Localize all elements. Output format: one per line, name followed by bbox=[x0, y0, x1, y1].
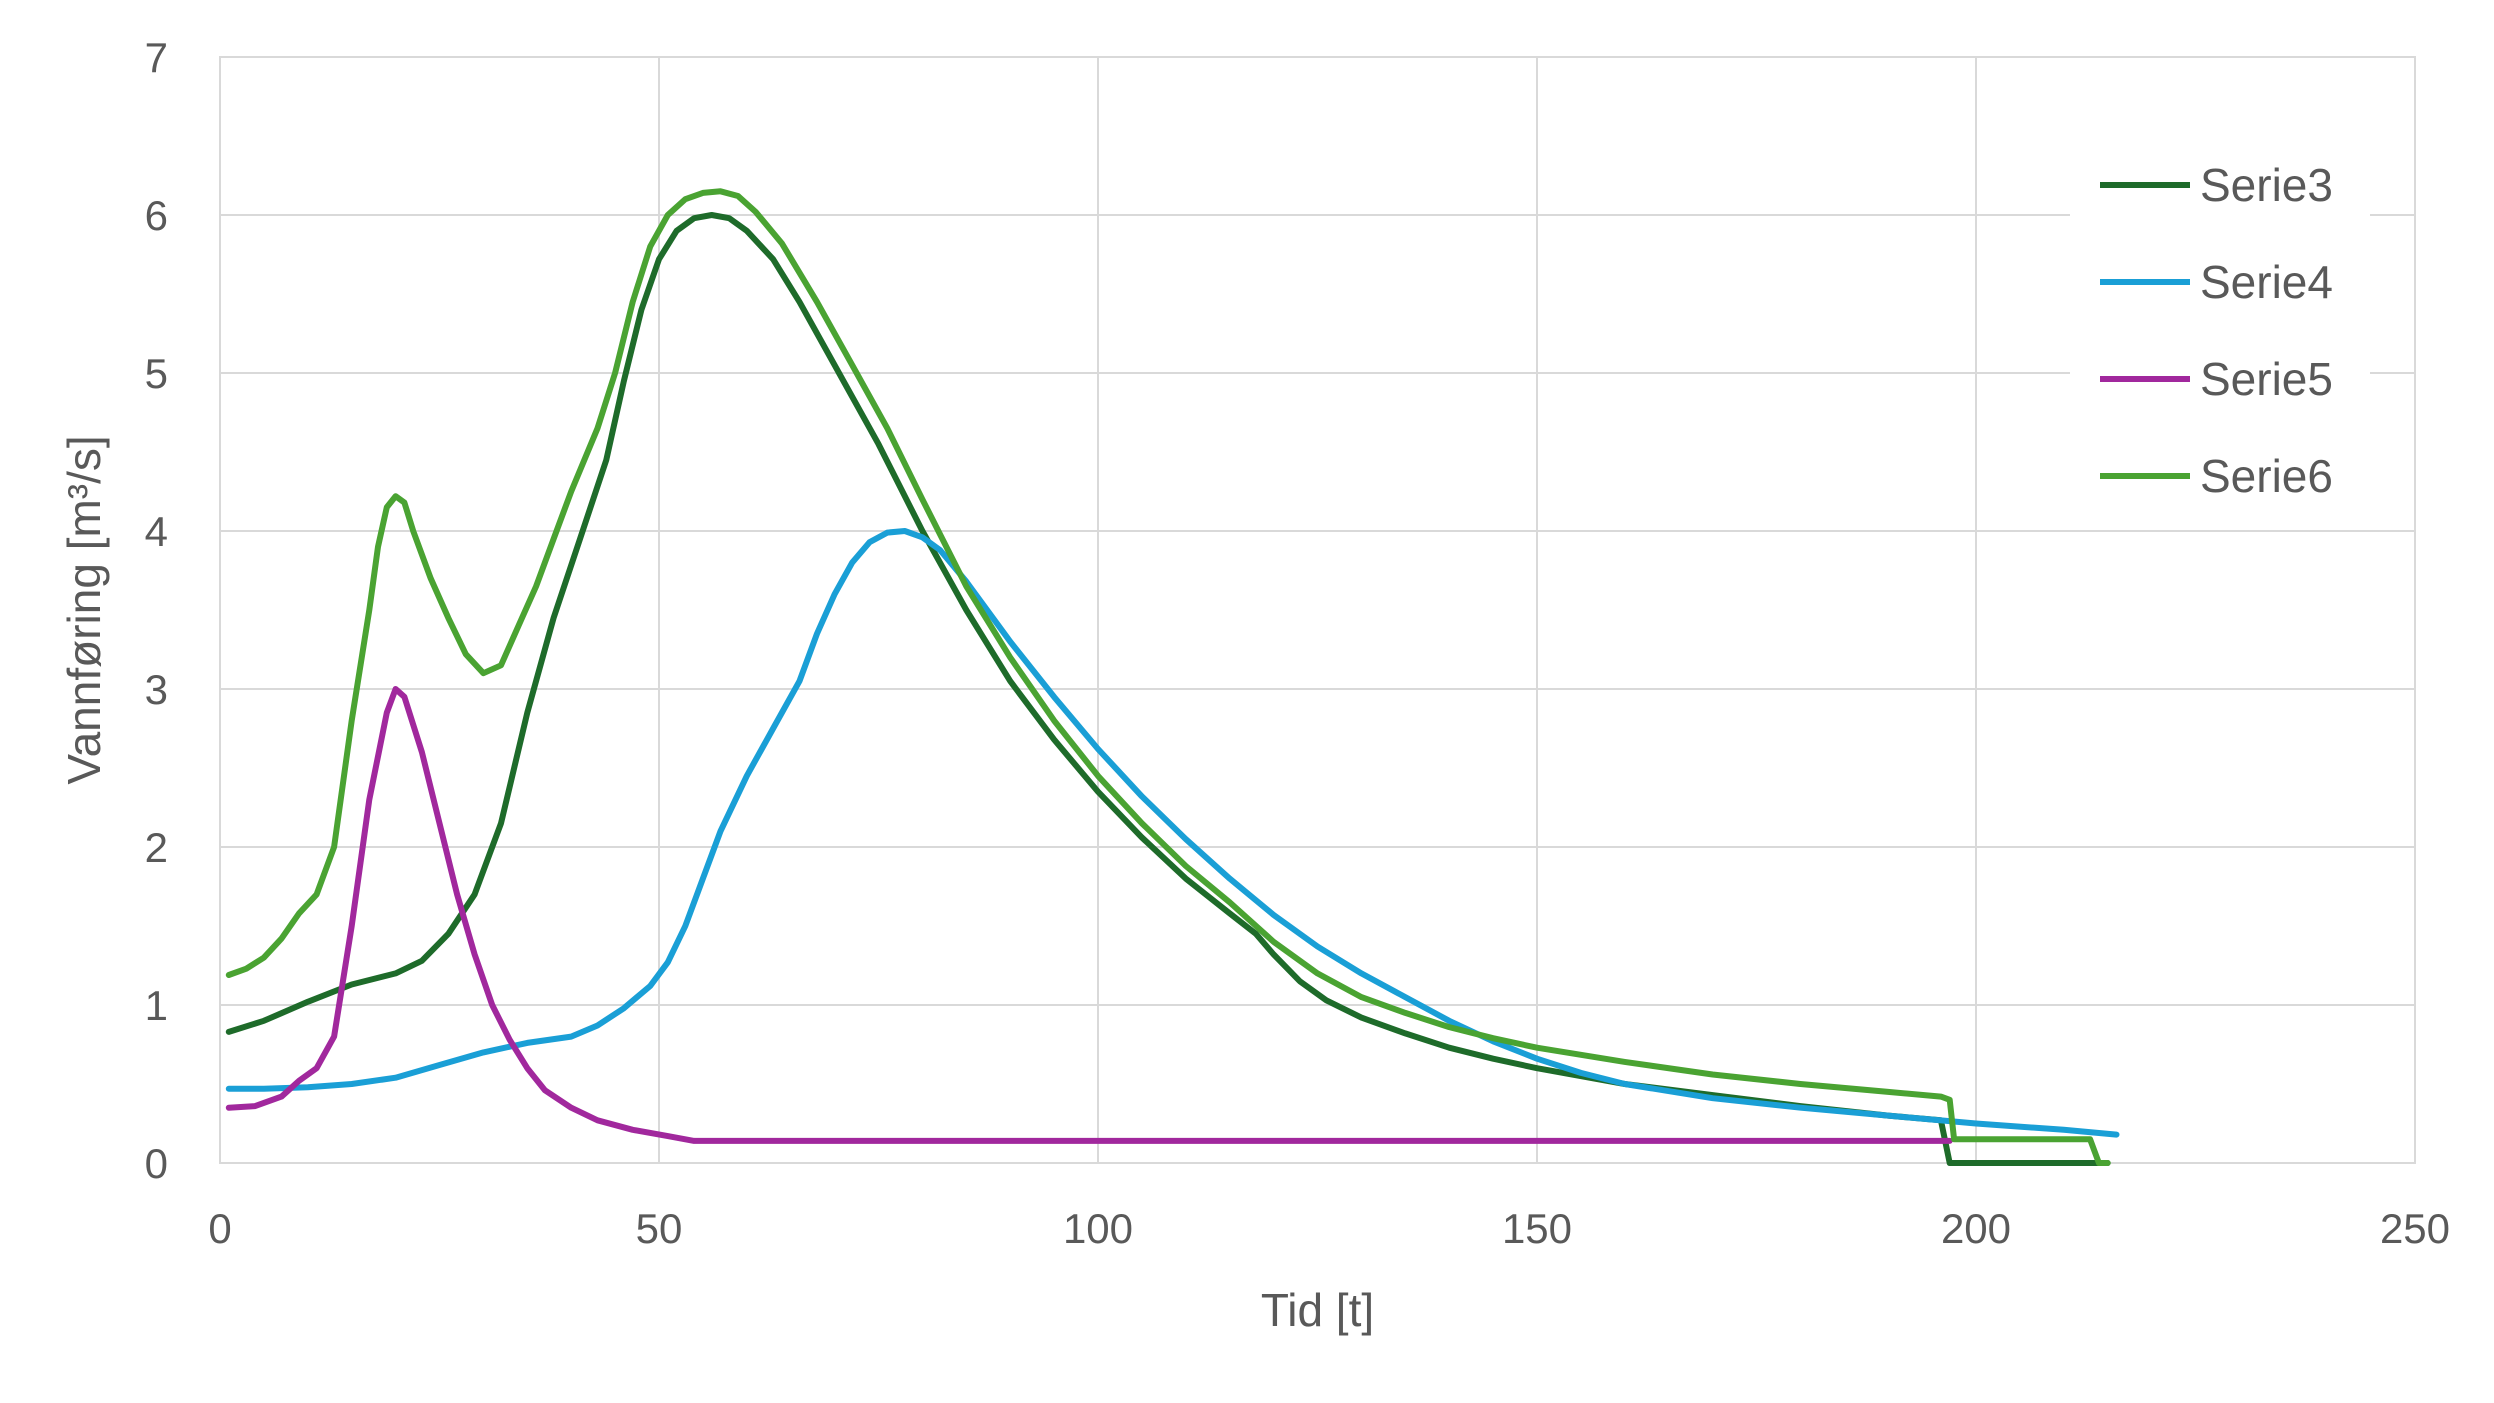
y-tick-label: 5 bbox=[145, 350, 168, 397]
x-axis-title: Tid [t] bbox=[1261, 1284, 1374, 1336]
series-line-serie4 bbox=[225, 528, 2120, 1138]
x-tick-label: 150 bbox=[1502, 1205, 1572, 1252]
x-tick-label: 200 bbox=[1941, 1205, 2011, 1252]
legend-label-serie6: Serie6 bbox=[2200, 450, 2333, 502]
legend-label-serie5: Serie5 bbox=[2200, 353, 2333, 405]
y-axis-ticks: 0 1 2 3 4 5 6 7 bbox=[145, 34, 168, 1187]
legend-label-serie3: Serie3 bbox=[2200, 159, 2333, 211]
series-line-serie6 bbox=[225, 188, 2111, 1166]
x-axis-ticks: 0 50 100 150 200 250 bbox=[208, 1205, 2450, 1252]
x-tick-label: 50 bbox=[636, 1205, 683, 1252]
y-tick-label: 7 bbox=[145, 34, 168, 81]
x-tick-label: 0 bbox=[208, 1205, 231, 1252]
x-tick-label: 250 bbox=[2380, 1205, 2450, 1252]
legend-label-serie4: Serie4 bbox=[2200, 256, 2333, 308]
y-axis-title: Vannføring [m³/s] bbox=[58, 435, 110, 784]
y-tick-label: 4 bbox=[145, 508, 168, 555]
series-lines bbox=[225, 188, 2120, 1166]
x-tick-label: 100 bbox=[1063, 1205, 1133, 1252]
y-tick-label: 1 bbox=[145, 982, 168, 1029]
legend: Serie3 Serie4 Serie5 Serie6 bbox=[2070, 140, 2370, 510]
y-tick-label: 6 bbox=[145, 192, 168, 239]
y-tick-label: 2 bbox=[145, 824, 168, 871]
series-line-serie5 bbox=[225, 686, 1953, 1144]
series-line-serie3 bbox=[225, 212, 2111, 1166]
y-tick-label: 3 bbox=[145, 666, 168, 713]
legend-background bbox=[2070, 140, 2370, 510]
y-tick-label: 0 bbox=[145, 1140, 168, 1187]
plot-area-border bbox=[219, 56, 2416, 1164]
